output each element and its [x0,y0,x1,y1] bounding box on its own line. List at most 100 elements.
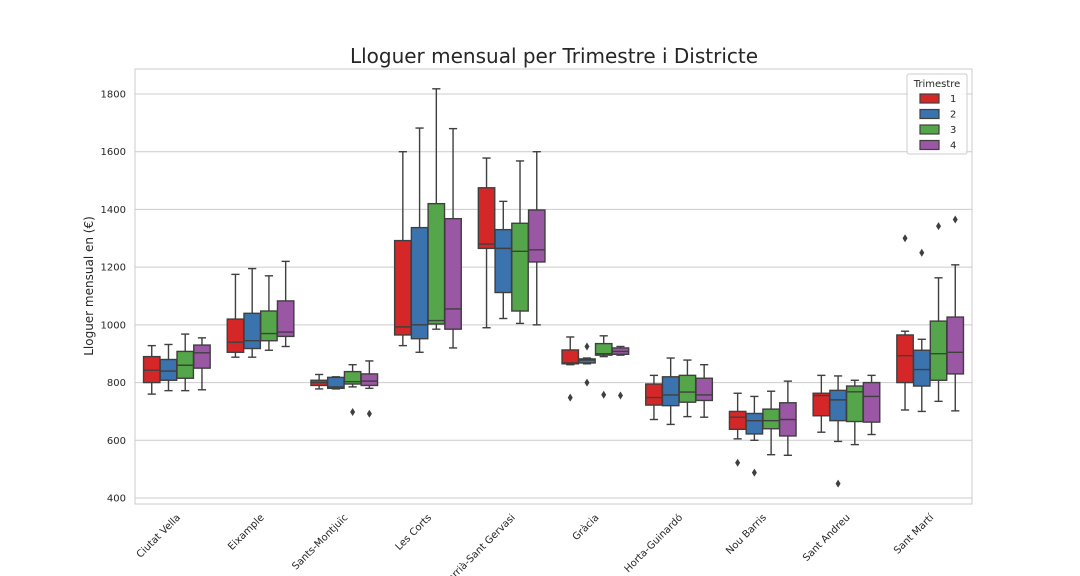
box-7-3 [778,380,797,456]
box-body [159,358,178,381]
box-body [912,349,931,387]
box-6-1 [661,357,680,426]
box-2-1 [326,376,345,390]
outlier-point [902,234,908,243]
box-9-2 [929,222,948,403]
box-body [929,320,948,381]
box-2-0 [310,373,329,390]
box-body [829,389,847,422]
box-1-2 [260,275,278,351]
legend-swatch [919,124,940,135]
legend-label: 1 [950,94,956,105]
box-7-2 [762,390,781,456]
box-4-3 [527,151,546,326]
y-tick-label: 400 [107,494,126,505]
box-3-2 [427,88,446,330]
outlier-point [350,408,356,417]
y-tick-labels: 400 600 800 1000 1200 1400 1600 1800 [101,90,126,505]
x-tick-labels: Ciutat Vella Eixample Sants-Montjuïc Les Co… [135,511,937,576]
box-body [276,300,295,338]
box-6-0 [645,374,663,421]
legend: Trimestre 1 2 3 4 [906,73,968,155]
box-3-0 [393,151,412,347]
box-body [728,410,747,431]
box-4-1 [494,200,513,320]
box-body [193,344,211,369]
x-tick-label: Ciutat Vella [135,512,183,560]
box-body [260,310,278,342]
box-body [477,187,496,250]
box-body [527,209,546,263]
outlier-point [601,390,607,399]
outlier-point [567,393,573,402]
box-5-3 [611,345,630,400]
legend-label: 2 [950,110,956,121]
outlier-point [584,378,590,387]
x-tick-label: Les Corts [394,512,435,553]
outlier-point [366,409,372,418]
box-8-0 [812,374,831,433]
outlier-point [952,215,958,224]
legend-label: 4 [950,141,956,152]
outlier-point [617,391,623,400]
box-8-3 [862,374,881,436]
y-tick-label: 600 [107,436,126,447]
legend-label: 3 [950,125,956,136]
box-6-2 [678,359,697,418]
box-body [661,376,680,407]
box-body [410,226,429,340]
y-tick-label: 1400 [101,205,126,216]
plot-frame [134,68,973,505]
box-0-2 [176,333,195,392]
chart-title: Lloguer mensual per Trimestre i District… [350,44,758,68]
box-9-3 [946,215,965,412]
box-1-3 [276,260,295,348]
box-body [762,408,781,430]
box-6-3 [695,363,714,418]
x-tick-label: Sant Andreu [801,512,852,563]
grid-lines [135,93,972,499]
outlier-point [735,458,741,467]
x-tick-label: Horta-Guinardó [622,512,685,575]
box-body [393,239,412,336]
box-body [745,412,764,435]
box-2-2 [343,363,362,417]
box-body [561,349,580,365]
box-body [360,373,379,387]
box-body [645,383,663,406]
outlier-point [835,479,841,488]
outlier-point [919,248,925,257]
box-body [243,312,262,350]
legend-title: Trimestre [913,79,961,90]
box-0-3 [193,337,211,391]
y-tick-label: 1600 [101,147,126,158]
box-5-2 [594,335,613,399]
box-9-1 [912,248,931,413]
x-tick-label: Sarrià-Sant Gervasi [441,512,518,576]
box-plots [142,88,965,488]
box-body [896,334,914,384]
box-1-1 [243,267,262,358]
box-body [511,222,529,312]
box-body [812,392,831,417]
box-body [494,228,513,294]
box-4-2 [511,160,529,325]
y-tick-label: 1800 [101,90,126,101]
x-tick-label: Sant Martí [891,511,937,557]
box-0-0 [142,344,161,395]
box-2-3 [360,360,379,418]
x-tick-label: Gràcia [570,512,601,543]
x-tick-label: Sants-Montjuïc [290,512,350,572]
y-tick-label: 1200 [101,263,126,274]
y-axis-label: Lloguer mensual en (€) [82,216,96,356]
box-body [444,217,462,330]
x-tick-label: Eixample [226,512,266,552]
box-body [427,202,446,325]
box-9-0 [896,234,914,411]
legend-swatch [919,139,940,151]
y-tick-label: 1000 [101,320,126,331]
box-0-1 [159,343,178,392]
box-7-0 [728,392,747,467]
legend-swatch [919,108,940,120]
